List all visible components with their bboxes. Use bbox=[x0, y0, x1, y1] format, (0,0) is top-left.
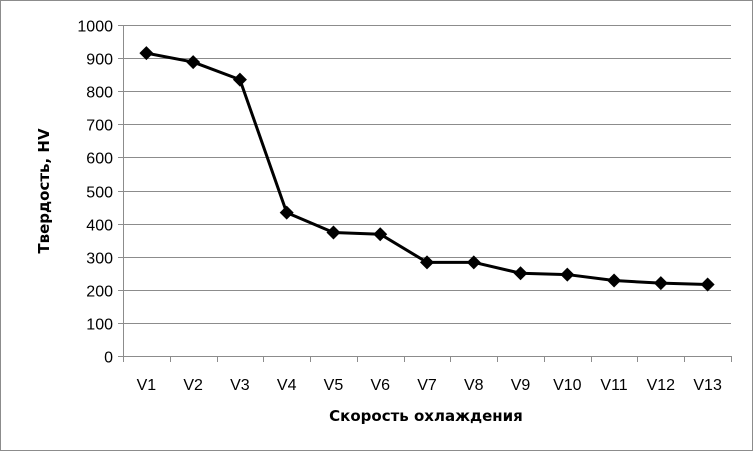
data-point-marker bbox=[232, 72, 247, 87]
y-tick-label: 700 bbox=[86, 118, 113, 135]
x-tick-label: V7 bbox=[417, 377, 437, 394]
data-point-marker bbox=[326, 225, 341, 240]
data-point-marker bbox=[607, 273, 622, 288]
gridlines bbox=[123, 25, 731, 324]
y-tick-labels: 0 100 200 300 400 500 600 700 800 900 1000 bbox=[77, 19, 113, 367]
x-axis-title: Скорость охлаждения bbox=[329, 407, 523, 425]
y-tick-label: 200 bbox=[86, 284, 113, 301]
x-tick-label: V4 bbox=[277, 377, 297, 394]
y-tick-label: 400 bbox=[86, 218, 113, 235]
data-point-marker bbox=[186, 55, 201, 70]
x-tick-label: V3 bbox=[230, 377, 250, 394]
x-tick-label: V2 bbox=[183, 377, 203, 394]
y-tick-label: 600 bbox=[86, 151, 113, 168]
x-tick-label: V1 bbox=[137, 377, 157, 394]
y-tick-label: 100 bbox=[86, 317, 113, 334]
data-point-marker bbox=[466, 255, 481, 270]
y-tick-label: 900 bbox=[86, 52, 113, 69]
y-tick-label: 0 bbox=[104, 350, 113, 367]
y-tick-label: 500 bbox=[86, 185, 113, 202]
x-tick-label: V5 bbox=[324, 377, 344, 394]
data-point-marker bbox=[139, 46, 154, 61]
data-point-marker bbox=[700, 277, 715, 292]
data-point-marker bbox=[279, 205, 294, 220]
y-axis-title: Твердость, HV bbox=[35, 128, 53, 254]
x-tick-label: V10 bbox=[553, 377, 582, 394]
data-point-marker bbox=[560, 267, 575, 282]
y-tick-label: 300 bbox=[86, 251, 113, 268]
data-series bbox=[139, 46, 715, 292]
series-line bbox=[146, 51, 708, 287]
x-tick-label: V12 bbox=[647, 377, 676, 394]
x-tick-label: V9 bbox=[511, 377, 531, 394]
y-tick-label: 800 bbox=[86, 85, 113, 102]
y-tick-label: 1000 bbox=[77, 19, 113, 36]
data-point-marker bbox=[653, 276, 668, 291]
x-tick-label: V11 bbox=[600, 377, 627, 394]
x-tick-label: V8 bbox=[464, 377, 484, 394]
data-point-marker bbox=[420, 255, 434, 270]
x-tick-label: V6 bbox=[370, 377, 390, 394]
axes bbox=[118, 25, 732, 362]
data-point-marker bbox=[373, 227, 388, 242]
data-point-marker bbox=[513, 266, 528, 281]
x-tick-labels: V1 V2 V3 V4 V5 V6 V7 V8 V9 V10 V11 V12 V13 bbox=[137, 377, 722, 394]
x-tick-label: V13 bbox=[693, 377, 722, 394]
